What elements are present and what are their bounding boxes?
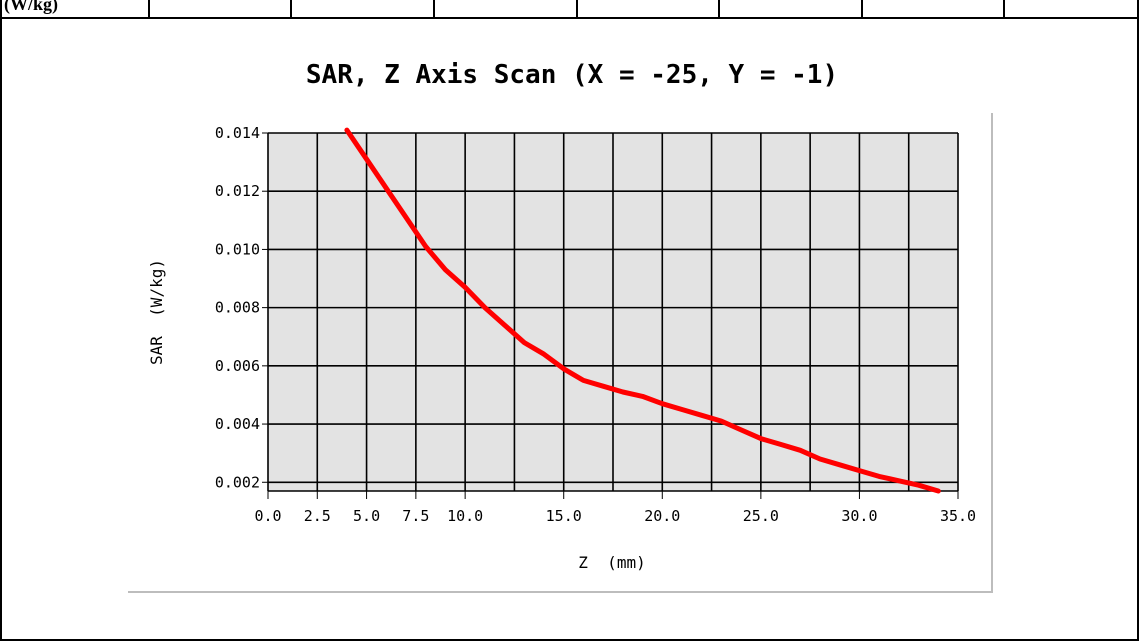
y-tick-label: 0.002 (215, 473, 260, 491)
x-tick-label: 15.0 (546, 507, 582, 525)
y-tick-label: 0.004 (215, 415, 260, 433)
x-tick-label: 0.0 (254, 507, 281, 525)
y-tick-label: 0.010 (215, 240, 260, 258)
x-tick-label: 35.0 (940, 507, 976, 525)
y-tick-label: 0.012 (215, 182, 260, 200)
y-axis-ticks: 0.002 0.004 0.006 0.008 0.010 0.012 0.014 (215, 124, 268, 491)
chart-title: SAR, Z Axis Scan (X = -25, Y = -1) (306, 60, 838, 90)
x-tick-label: 5.0 (353, 507, 380, 525)
x-tick-label: 30.0 (841, 507, 877, 525)
x-tick-label: 7.5 (402, 507, 429, 525)
x-tick-label: 25.0 (743, 507, 779, 525)
x-axis-label: Z (mm) (578, 553, 645, 572)
y-tick-label: 0.006 (215, 357, 260, 375)
x-tick-label: 2.5 (304, 507, 331, 525)
y-axis-label: SAR (W/kg) (147, 259, 166, 365)
y-tick-label: 0.008 (215, 299, 260, 317)
x-axis-ticks: 0.0 2.5 5.0 7.5 10.0 15.0 20.0 25.0 30.0 35.0 (254, 491, 976, 525)
x-tick-label: 20.0 (644, 507, 680, 525)
x-tick-label: 10.0 (447, 507, 483, 525)
y-tick-label: 0.014 (215, 124, 260, 142)
